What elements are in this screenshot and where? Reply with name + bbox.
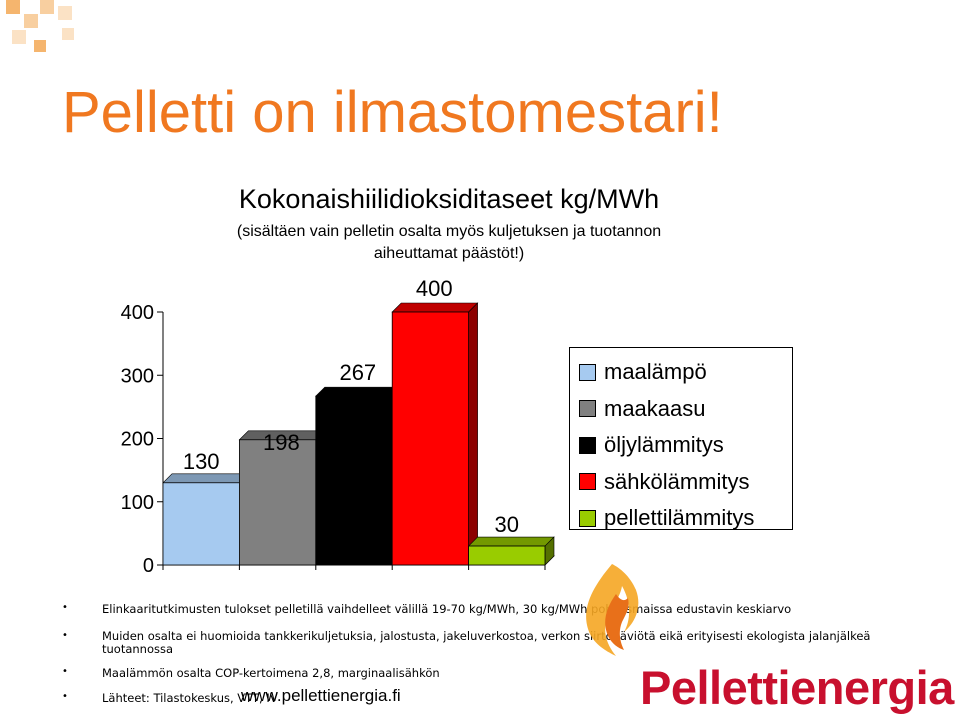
chart-subtitle-line2: aiheuttamat päästöt!) — [374, 245, 524, 262]
chart-legend: maalämpö maakaasu öljylämmitys sähkölämmity… — [569, 347, 793, 530]
chart-subtitle-line1: (sisältäen vain pelletin osalta myös kul… — [237, 223, 661, 240]
y-tick-label: 0 — [143, 555, 154, 577]
note-text: Lähteet: Tilastokeskus, VTT, IV — [102, 691, 278, 705]
legend-item: maakaasu — [570, 391, 792, 428]
legend-swatch — [579, 473, 596, 491]
legend-swatch — [579, 509, 596, 527]
page-title: Pelletti on ilmastomestari! — [62, 80, 723, 145]
note-text: Elinkaaritutkimusten tulokset pelletillä… — [102, 602, 792, 616]
data-label: 130 — [183, 449, 220, 474]
legend-item: öljylämmitys — [570, 427, 792, 464]
note-text: Muiden osalta ei huomioida tankkerikulje… — [102, 629, 871, 656]
legend-swatch — [579, 400, 596, 418]
corner-squares-icon — [6, 0, 74, 52]
data-label: 30 — [495, 512, 519, 537]
bar — [468, 545, 546, 566]
data-label: 267 — [339, 360, 376, 385]
bar-top — [467, 536, 555, 547]
legend-swatch — [579, 363, 596, 381]
bar-top — [391, 302, 479, 313]
legend-label: maakaasu — [604, 395, 706, 421]
bar — [315, 395, 393, 566]
chart-title: Kokonaishiilidioksiditaseet kg/MWh — [239, 184, 659, 214]
brand-logo-text: Pellettienergia — [640, 661, 954, 714]
bar-top — [162, 473, 250, 484]
bar — [162, 482, 240, 566]
footer-url[interactable]: www.pellettienergia.fi — [241, 686, 401, 705]
bar — [238, 439, 317, 566]
legend-item: sähkölämmitys — [570, 464, 792, 501]
bullet-glyph: • — [62, 691, 68, 702]
legend-label: pellettilämmitys — [604, 505, 755, 531]
bullet-glyph: • — [62, 666, 68, 677]
y-tick-label: 300 — [121, 365, 154, 387]
note-text: Maalämmön osalta COP-kertoimena 2,8, mar… — [102, 666, 440, 680]
legend-label: maalämpö — [604, 359, 707, 385]
legend-swatch — [579, 436, 596, 454]
bar — [391, 311, 470, 566]
bullet-glyph: • — [62, 630, 68, 641]
legend-item: pellettilämmitys — [570, 500, 792, 537]
legend-label: öljylämmitys — [604, 432, 724, 458]
data-label: 400 — [416, 276, 453, 301]
data-label: 198 — [263, 430, 300, 455]
bar-chart: Kokonaishiilidioksiditaseet kg/MWh (sisä… — [121, 184, 662, 577]
legend-item: maalämpö — [570, 354, 792, 391]
legend-label: sähkölämmitys — [604, 468, 750, 494]
y-tick-label: 400 — [121, 302, 154, 324]
bullet-glyph: • — [62, 602, 68, 613]
brand-logo: Pellettienergia — [640, 660, 954, 715]
y-tick-label: 200 — [121, 429, 154, 451]
flame-logo-icon — [586, 564, 639, 656]
bar-side — [468, 302, 478, 566]
bar-top — [315, 386, 402, 397]
y-tick-label: 100 — [121, 492, 154, 514]
